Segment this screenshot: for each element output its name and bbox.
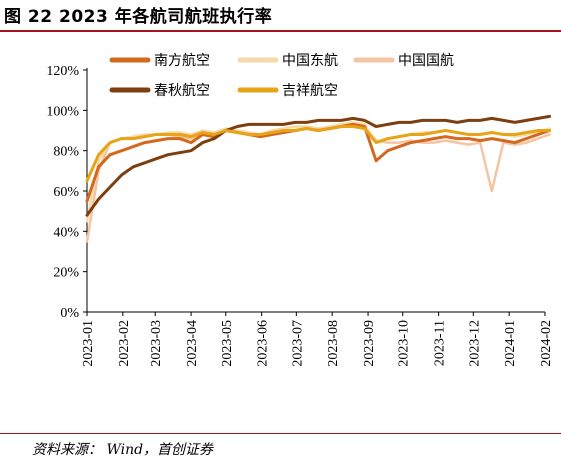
- x-tick-label: 2023-04: [185, 320, 200, 367]
- x-tick-label: 2023-09: [362, 320, 377, 367]
- series-line-1: [85, 121, 551, 223]
- legend-label: 南方航空: [154, 53, 210, 69]
- line-chart: 0% 20% 40% 60% 80% 100% 120% 2023-01 2023-02 2023…: [46, 53, 554, 367]
- page-title: 图 22 2023 年各航司航班执行率: [4, 7, 273, 27]
- x-tick-label: 2023-05: [220, 320, 235, 367]
- x-tick-label: 2023-01: [81, 320, 96, 367]
- x-tick-label: 2023-11: [433, 320, 448, 366]
- source-note: 资料来源： Wind，首创证券: [32, 442, 214, 458]
- legend-label: 春秋航空: [154, 83, 210, 99]
- y-tick-label: 0%: [60, 306, 79, 321]
- x-tick-label: 2023-02: [117, 320, 132, 367]
- legend-label: 中国国航: [398, 53, 454, 69]
- x-tick-label: 2023-06: [256, 320, 271, 367]
- footer-divider: [0, 433, 561, 434]
- x-tick-label: 2024-01: [503, 320, 518, 367]
- x-tick-label: 2023-07: [290, 320, 305, 367]
- y-tick-label: 20%: [53, 266, 79, 281]
- y-tick-label: 60%: [53, 185, 79, 200]
- chart-series-layer: [85, 114, 552, 243]
- series-line-4: [85, 125, 552, 183]
- y-tick-label: 120%: [46, 64, 79, 79]
- title-divider: [0, 30, 561, 32]
- x-tick-label: 2023-03: [149, 320, 164, 367]
- y-tick-label: 40%: [53, 225, 79, 240]
- y-tick-label: 100%: [46, 104, 79, 119]
- series-line-3: [85, 114, 552, 217]
- legend-label: 吉祥航空: [282, 83, 338, 99]
- x-tick-label: 2024-02: [539, 320, 554, 367]
- x-tick-label: 2023-10: [397, 320, 412, 367]
- x-tick-label: 2023-08: [326, 320, 341, 367]
- chart-axes: 0% 20% 40% 60% 80% 100% 120% 2023-01 2023-02 2023…: [46, 64, 554, 367]
- legend-label: 中国东航: [282, 53, 338, 69]
- y-tick-label: 80%: [53, 145, 79, 160]
- x-tick-label: 2023-12: [467, 320, 482, 367]
